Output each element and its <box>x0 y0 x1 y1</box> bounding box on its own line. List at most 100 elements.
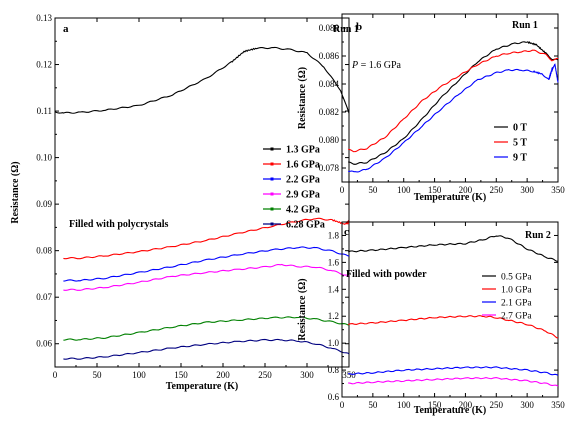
panel-label: c <box>344 226 349 238</box>
y-tick-label: 0.8 <box>328 365 340 375</box>
legend-marker <box>270 147 274 151</box>
legend-label: 2.7 GPa <box>501 312 532 322</box>
series-line <box>63 217 350 260</box>
run-label: Run 1 <box>512 20 538 31</box>
series-line <box>63 263 350 291</box>
y-tick-label: 0.11 <box>37 106 52 116</box>
y-tick-label: 1.0 <box>328 338 340 348</box>
x-axis-title: Temperature (K) <box>414 405 487 416</box>
x-tick-label: 50 <box>93 370 103 380</box>
series-line <box>347 315 559 339</box>
y-tick-label: 0.082 <box>319 107 339 117</box>
legend: 0 T 5 T 9 T <box>494 123 527 164</box>
x-tick-label: 250 <box>490 400 504 410</box>
annotation: Filled with polycrystals <box>69 219 169 230</box>
x-tick-label: 250 <box>258 370 272 380</box>
run-label: Run 2 <box>525 230 551 241</box>
series-line <box>347 235 559 262</box>
x-tick-label: 200 <box>459 185 473 195</box>
x-tick-label: 150 <box>174 370 188 380</box>
x-tick-label: 100 <box>397 400 411 410</box>
x-tick-label: 0 <box>53 370 58 380</box>
x-tick-label: 200 <box>459 400 473 410</box>
legend-label: 1.6 GPa <box>286 160 320 171</box>
legend-marker <box>270 177 274 181</box>
legend-marker <box>270 192 274 196</box>
legend-label: 2.2 GPa <box>286 175 320 186</box>
legend-label: 9 T <box>513 153 527 164</box>
y-tick-label: 0.078 <box>319 163 340 173</box>
legend-label: 2.1 GPa <box>501 299 532 309</box>
series-line <box>348 49 559 153</box>
x-tick-label: 50 <box>368 185 378 195</box>
legend-label: 0 T <box>513 123 527 134</box>
legend-label: 5 T <box>513 138 527 149</box>
legend-label: 1.0 GPa <box>501 286 532 296</box>
series-line <box>63 246 350 282</box>
series-line <box>63 338 350 360</box>
x-tick-label: 200 <box>216 370 230 380</box>
x-tick-label: 300 <box>520 400 534 410</box>
y-tick-label: 0.088 <box>319 23 340 33</box>
x-tick-label: 350 <box>342 370 356 380</box>
series-line <box>54 46 350 114</box>
x-axis-title: Temperature (K) <box>166 381 239 392</box>
annotation-symbol: P <box>351 60 358 71</box>
legend: 1.3 GPa 1.6 GPa 2.2 GPa 2.9 GPa 4.2 GPa 6.28 … <box>263 145 325 231</box>
annotation-value: = 1.6 GPa <box>358 60 401 71</box>
annotation: Filled with powder <box>346 269 427 280</box>
legend-label: 4.2 GPa <box>286 205 320 216</box>
legend: 0.5 GPa 1.0 GPa 2.1 GPa 2.7 GPa <box>482 273 532 322</box>
annotation: P = 1.6 GPa <box>351 60 402 71</box>
legend-label: 6.28 GPa <box>286 220 325 231</box>
legend-marker <box>270 162 274 166</box>
series-line <box>348 366 559 376</box>
y-tick-label: 1.4 <box>328 284 340 294</box>
x-tick-label: 250 <box>490 185 504 195</box>
series-line <box>348 376 559 387</box>
chart-panel-c: 0 50 100 150 200 250 300 350 0.6 0.8 1.0 1.2 1.4 1.6 1… <box>297 221 565 416</box>
y-tick-label: 0.09 <box>36 199 52 209</box>
x-tick-label: 300 <box>520 185 534 195</box>
y-tick-label: 0.084 <box>319 79 340 89</box>
x-tick-label: 350 <box>551 185 565 195</box>
y-tick-label: 1.2 <box>328 311 339 321</box>
series-line <box>348 63 559 173</box>
y-tick-label: 1.6 <box>328 257 340 267</box>
y-axis-title: Resistance (Ω) <box>10 161 21 223</box>
y-axis-title: Resistance (Ω) <box>297 67 308 129</box>
x-tick-label: 0 <box>340 400 345 410</box>
legend-label: 2.9 GPa <box>286 190 320 201</box>
chart-panel-a: 0 50 100 150 200 250 300 350 0.06 0.07 0.08 0.09 0.1… <box>10 13 359 392</box>
y-tick-label: 0.12 <box>36 60 52 70</box>
run-label: Run 1 <box>333 24 359 35</box>
series-line <box>63 316 350 341</box>
y-tick-label: 0.086 <box>319 51 340 61</box>
x-tick-label: 0 <box>340 185 345 195</box>
y-tick-label: 0.080 <box>319 135 340 145</box>
x-tick-label: 150 <box>428 400 442 410</box>
y-tick-label: 1.8 <box>328 230 340 240</box>
y-tick-label: 0.06 <box>36 339 52 349</box>
legend-label: 0.5 GPa <box>501 273 532 283</box>
series-line <box>348 41 559 165</box>
chart-panel-b: 0 50 100 150 200 250 300 350 0.078 0.080 0.082 0.08… <box>297 13 565 203</box>
x-tick-label: 350 <box>551 400 565 410</box>
y-tick-label: 0.6 <box>328 392 340 402</box>
x-tick-label: 100 <box>397 185 411 195</box>
x-tick-label: 50 <box>368 400 378 410</box>
x-axis-title: Temperature (K) <box>414 192 487 203</box>
y-tick-label: 0.08 <box>36 246 52 256</box>
y-tick-label: 0.10 <box>36 153 52 163</box>
legend-marker <box>270 207 274 211</box>
legend-label: 1.3 GPa <box>286 145 320 156</box>
panel-label: b <box>356 21 362 33</box>
y-tick-label: 0.13 <box>36 13 52 23</box>
x-tick-label: 300 <box>300 370 314 380</box>
x-tick-label: 150 <box>428 185 442 195</box>
panel-label: a <box>63 23 69 35</box>
y-tick-label: 0.07 <box>36 292 52 302</box>
legend-marker <box>270 222 274 226</box>
x-tick-label: 100 <box>132 370 146 380</box>
